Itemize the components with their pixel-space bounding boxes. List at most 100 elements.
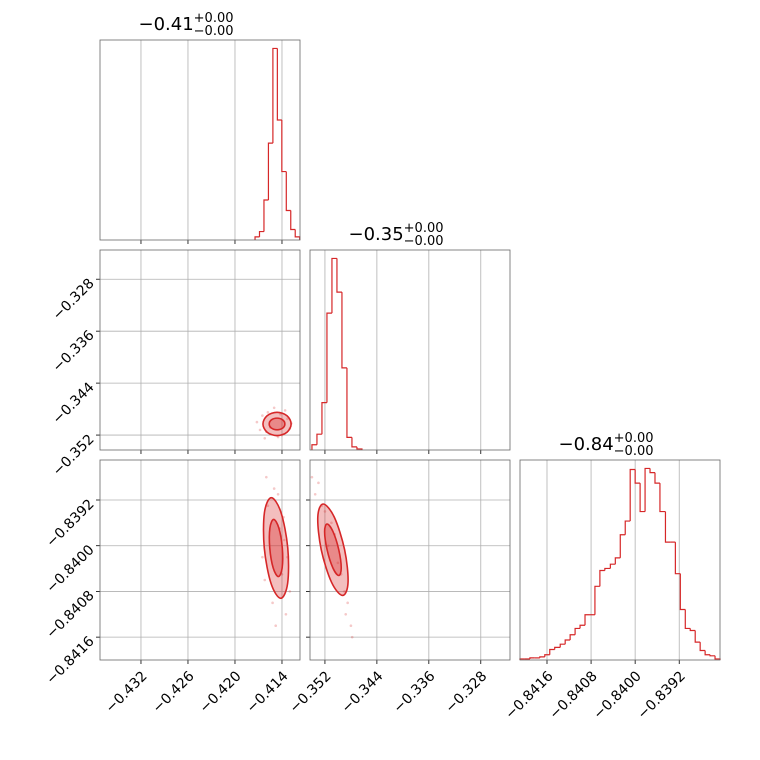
title-value: −0.41	[138, 14, 193, 35]
density-contour	[323, 523, 343, 577]
histogram-step	[674, 542, 681, 575]
scatter-point	[271, 601, 274, 605]
x-tick-label: −0.352	[287, 668, 335, 716]
density-contour	[268, 518, 284, 578]
histogram-step	[569, 634, 576, 640]
scatter-point	[276, 492, 280, 496]
y-tick-label: −0.8416	[43, 633, 97, 687]
histogram-step	[267, 142, 273, 200]
scatter-point	[330, 521, 333, 525]
scatter-point	[346, 601, 349, 605]
histogram-step	[346, 367, 352, 438]
panel: −0.8416−0.8408−0.8400−0.8392−0.84+0.00 −0…	[502, 431, 721, 723]
histogram-step	[539, 656, 545, 658]
histogram-step	[285, 171, 291, 212]
histogram-step	[614, 557, 621, 565]
scatter-point	[350, 635, 354, 639]
histogram-step	[644, 467, 651, 512]
histogram-step	[704, 650, 711, 656]
histogram-step	[629, 468, 636, 522]
title-minus: −0.00	[194, 24, 234, 39]
title-value: −0.35	[348, 224, 403, 245]
y-tick-label: −0.8400	[43, 542, 97, 596]
panel-frame	[99, 459, 301, 661]
histogram-step	[331, 257, 337, 314]
histogram-step	[321, 402, 327, 435]
x-tick-label: −0.8392	[635, 668, 689, 722]
scatter-point	[336, 561, 340, 565]
histogram-step	[272, 47, 278, 144]
scatter-point	[313, 492, 317, 496]
scatter-point	[274, 624, 278, 628]
histogram-step	[649, 468, 655, 474]
scatter-point	[323, 510, 327, 513]
histogram-step	[254, 236, 260, 240]
scatter-point	[284, 612, 288, 616]
scatter-point	[266, 411, 270, 414]
histogram-step	[549, 648, 555, 655]
x-tick-label: −0.426	[150, 668, 198, 716]
title-minus: −0.00	[614, 444, 654, 459]
title-plus: +0.00	[614, 431, 654, 446]
histogram-step	[689, 628, 696, 632]
histogram-step	[356, 446, 363, 450]
title-plus: +0.00	[404, 221, 444, 236]
histogram-step	[579, 624, 586, 629]
scatter-point	[263, 578, 267, 582]
x-tick-label: −0.432	[103, 668, 151, 716]
scatter-point	[263, 437, 267, 440]
histogram-step	[290, 210, 296, 231]
panel-frame	[309, 249, 511, 451]
y-tick-label: −0.352	[50, 431, 98, 479]
density-contour	[268, 417, 286, 431]
scatter-point	[326, 544, 330, 548]
histogram-step	[619, 534, 626, 558]
y-tick-label: −0.328	[50, 276, 98, 324]
histogram-step	[564, 639, 571, 645]
panel: −0.352−0.344−0.336−0.328	[50, 249, 301, 479]
scatter-point	[265, 475, 268, 479]
histogram-step	[326, 312, 332, 403]
panel-frame	[99, 39, 301, 241]
histogram-step	[263, 199, 269, 232]
histogram-step	[714, 655, 721, 660]
x-tick-label: −0.328	[442, 668, 490, 716]
title-minus: −0.00	[404, 234, 444, 249]
scatter-point	[272, 406, 276, 410]
scatter-point	[258, 428, 262, 432]
histogram-step	[554, 646, 561, 650]
histogram-step	[594, 585, 600, 615]
density-contour	[262, 411, 292, 437]
histogram-step	[294, 229, 301, 240]
scatter-point	[344, 612, 348, 616]
panel-title: −0.35+0.00 −0.00	[348, 221, 443, 249]
scatter-point	[349, 624, 353, 628]
x-tick-label: −0.420	[197, 668, 245, 716]
scatter-point	[279, 412, 282, 416]
histogram-step	[258, 230, 264, 237]
histogram-step	[694, 630, 701, 643]
histogram-step	[659, 483, 666, 513]
scatter-point	[261, 414, 264, 417]
histogram-step	[559, 643, 566, 648]
histogram-step	[341, 292, 347, 369]
scatter-point	[286, 417, 289, 421]
histogram-step	[316, 433, 322, 445]
scatter-point	[288, 590, 292, 593]
histogram-step	[351, 437, 357, 448]
histogram-step	[604, 567, 611, 571]
histogram-step	[609, 563, 616, 569]
x-tick-label: −0.344	[339, 668, 387, 716]
scatter-point	[283, 538, 286, 542]
scatter-point	[261, 555, 264, 559]
title-value: −0.84	[558, 434, 613, 455]
y-tick-label: −0.8392	[43, 496, 97, 550]
panel: −0.432 −0.426 −0.420 −0.414−0.8416−0.8408−0…	[43, 459, 301, 716]
panel-frame	[99, 249, 301, 451]
panel: −0.35+0.00 −0.00	[309, 221, 511, 454]
title-plus: +0.00	[194, 11, 234, 26]
histogram-step	[709, 654, 716, 657]
scatter-point	[310, 475, 314, 479]
y-tick-label: −0.8408	[43, 588, 97, 642]
histogram-step	[599, 569, 605, 587]
